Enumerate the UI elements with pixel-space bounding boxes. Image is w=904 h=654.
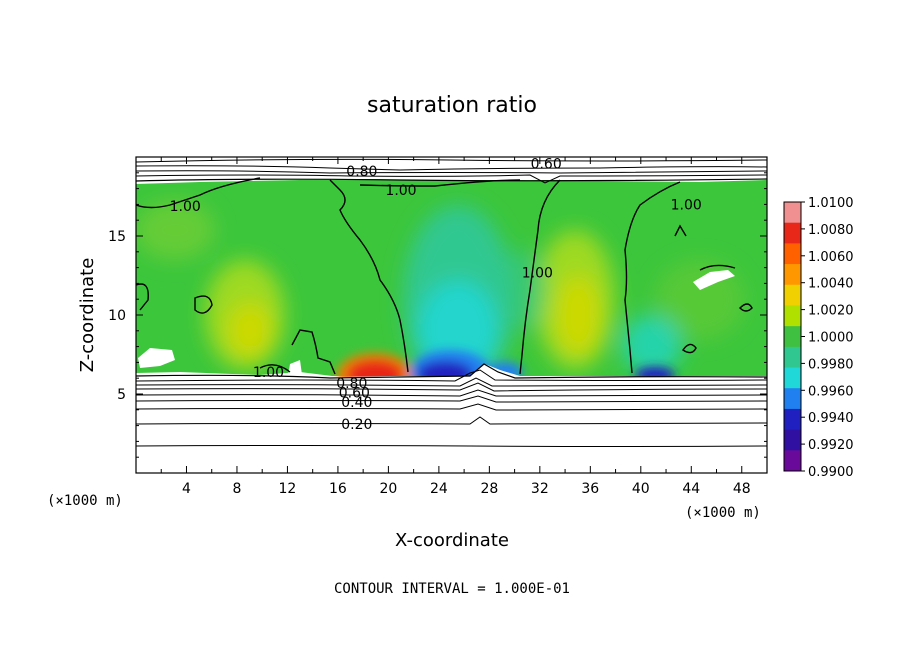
- contour-upper: [136, 165, 767, 171]
- y-tick-label: 10: [108, 308, 126, 324]
- field-dry-blob: [622, 315, 682, 375]
- contour-cloud-base: [136, 363, 767, 379]
- field-moist-blob: [556, 275, 600, 355]
- colorbar-swatch: [784, 284, 801, 306]
- contour-label: 1.00: [253, 365, 284, 381]
- colorbar-label: 0.9900: [808, 465, 854, 480]
- colorbar-label: 0.9960: [808, 384, 854, 399]
- contour-1.00: [699, 264, 736, 271]
- contour-interval-note: CONTOUR INTERVAL = 1.000E-01: [334, 581, 570, 597]
- contour-label: 0.20: [341, 417, 372, 433]
- field-upper-clear-region: [136, 157, 767, 184]
- contour-1.00: [682, 343, 697, 354]
- contour-1.00: [624, 181, 681, 374]
- x-tick-label: 32: [531, 481, 549, 497]
- contour-1.00: [329, 179, 409, 373]
- colorbar-swatch: [784, 346, 801, 369]
- colorbar-swatch: [784, 367, 801, 389]
- x-tick-label: 28: [480, 481, 498, 497]
- contour-1.00: [519, 179, 561, 375]
- contour-lower: [136, 377, 767, 387]
- colorbar-swatch: [784, 429, 801, 451]
- colorbar-swatch: [784, 243, 801, 265]
- colorbar-label: 0.9920: [808, 438, 854, 453]
- y-tick-label: 15: [108, 229, 126, 245]
- colorbar-label: 0.9940: [808, 411, 854, 426]
- contour-lower: [136, 416, 767, 425]
- field-clear-patch: [138, 348, 175, 368]
- y-tick-label: 5: [117, 387, 126, 403]
- colorbar-swatch: [784, 450, 801, 472]
- contour-upper: [136, 158, 767, 163]
- colorbar-swatch: [784, 326, 801, 348]
- contour-label: 0.60: [339, 385, 370, 401]
- contour-label: 0.80: [336, 376, 367, 392]
- contour-upper: [136, 174, 767, 184]
- saturation-field: [136, 157, 767, 473]
- contour-lower: [136, 382, 767, 392]
- contour-lower: [136, 395, 767, 403]
- colorbar-label: 1.0000: [808, 331, 854, 346]
- x-tick-label: 36: [581, 481, 599, 497]
- x-tick-label: 48: [733, 481, 751, 497]
- contour-label: 1.00: [170, 199, 201, 215]
- field-dry-blob: [495, 250, 545, 330]
- x-tick-label: 20: [379, 481, 397, 497]
- contour-label: 0.40: [341, 395, 372, 411]
- contour-label: 1.00: [671, 197, 702, 213]
- y-axis: 5 10 15: [108, 172, 767, 458]
- contour-upper: [136, 170, 767, 174]
- contour-lines: [136, 158, 767, 447]
- contour-label: 1.00: [385, 183, 416, 199]
- contour-1.00: [674, 224, 687, 237]
- colorbar-swatch: [784, 305, 801, 327]
- contour-1.00: [194, 295, 213, 314]
- colorbar-swatch: [784, 388, 801, 410]
- y-axis-title: Z-coordinate: [77, 258, 98, 373]
- contour-1.00: [136, 177, 261, 209]
- contour-1.00: [136, 283, 149, 311]
- colorbar-swatch: [784, 408, 801, 431]
- x-tick-label: 8: [232, 481, 241, 497]
- colorbar-label: 0.9980: [808, 357, 854, 372]
- x-axis-unit-left: (×1000 m): [47, 493, 123, 509]
- colorbar-label: 1.0080: [808, 223, 854, 238]
- contour-1.00: [259, 364, 291, 373]
- x-tick-label: 24: [430, 481, 448, 497]
- contour-label: 0.80: [346, 164, 377, 180]
- field-clear-patch: [288, 360, 302, 376]
- colorbar-label: 1.0020: [808, 304, 854, 319]
- contour-lower: [136, 369, 767, 382]
- colorbar-swatch: [784, 264, 801, 286]
- x-tick-label: 12: [279, 481, 297, 497]
- contour-lower: [136, 389, 767, 397]
- contour-1.00: [291, 329, 336, 375]
- contour-lower: [136, 445, 767, 447]
- colorbar-label: 1.0100: [808, 196, 854, 211]
- colorbar-swatch: [784, 222, 801, 244]
- contour-lower: [136, 403, 767, 411]
- x-tick-label: 4: [182, 481, 191, 497]
- x-axis: 4 8 12 16 20 24 28 32 36 40 44 48: [160, 157, 751, 497]
- x-tick-label: 44: [682, 481, 700, 497]
- contour-labels: 0.80 0.601.001.001.001.001.000.800.600.40…: [170, 156, 702, 433]
- colorbar-label: 1.0040: [808, 277, 854, 292]
- field-clear-patch: [693, 270, 735, 290]
- x-tick-label: 16: [329, 481, 347, 497]
- colorbar-label: 1.0060: [808, 250, 854, 265]
- contour-1.00: [739, 303, 753, 312]
- contour-label: 1.00: [522, 265, 553, 281]
- colorbar-swatch: [784, 202, 801, 224]
- contour-cloud-top: [136, 178, 767, 182]
- x-axis-unit-right: (×1000 m): [685, 505, 761, 521]
- colorbar: 1.0100 1.0080 1.0060 1.0040 1.0020 1.0000 0.99…: [783, 196, 854, 480]
- contour-label: 0.60: [531, 156, 562, 172]
- field-moist-blob: [136, 200, 215, 260]
- chart-title: saturation ratio: [367, 93, 537, 118]
- field-moist-blob: [228, 302, 272, 358]
- contour-1.00: [359, 179, 521, 187]
- x-axis-title: X-coordinate: [395, 530, 509, 551]
- x-tick-label: 40: [632, 481, 650, 497]
